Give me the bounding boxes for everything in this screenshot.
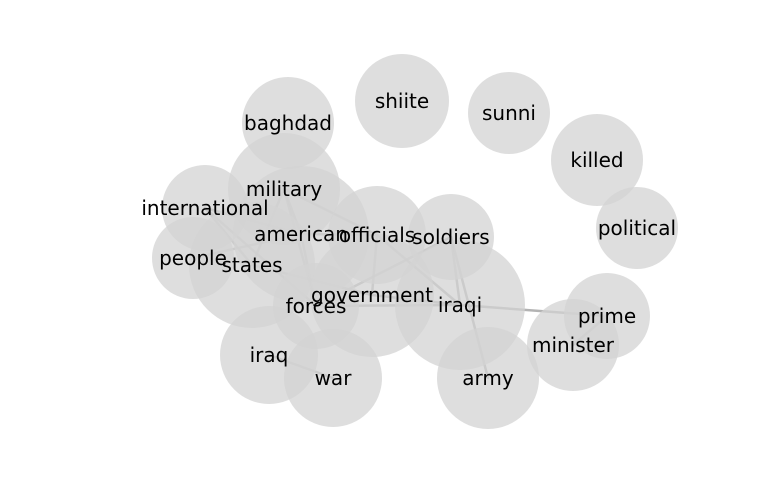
node-label-government: government bbox=[311, 283, 433, 307]
node-label-prime: prime bbox=[578, 304, 636, 328]
node-killed bbox=[551, 114, 643, 206]
node-label-political: political bbox=[598, 216, 676, 240]
node-label-minister: minister bbox=[532, 333, 615, 357]
node-sunni bbox=[468, 72, 550, 154]
node-label-states: states bbox=[221, 253, 282, 277]
node-shiite bbox=[355, 54, 449, 148]
node-label-iraqi: iraqi bbox=[438, 293, 482, 317]
node-label-officials: officials bbox=[339, 223, 415, 247]
node-label-soldiers: soldiers bbox=[412, 225, 489, 249]
node-label-war: war bbox=[315, 366, 353, 390]
label-layer: baghdad shiite sunni killed political militar… bbox=[141, 89, 676, 390]
node-label-american: american bbox=[254, 222, 348, 246]
node-label-military: military bbox=[246, 177, 322, 201]
node-war bbox=[284, 329, 382, 427]
node-label-forces: forces bbox=[286, 294, 347, 318]
node-label-army: army bbox=[462, 366, 514, 390]
node-label-shiite: shiite bbox=[375, 89, 429, 113]
node-label-sunni: sunni bbox=[482, 101, 536, 125]
node-layer bbox=[152, 54, 678, 429]
node-label-iraq: iraq bbox=[250, 343, 289, 367]
node-minister bbox=[527, 299, 619, 391]
node-label-people: people bbox=[159, 246, 227, 270]
node-label-baghdad: baghdad bbox=[244, 111, 332, 135]
node-label-killed: killed bbox=[570, 148, 623, 172]
node-political bbox=[596, 187, 678, 269]
node-army bbox=[437, 327, 539, 429]
node-label-international: international bbox=[141, 196, 268, 220]
